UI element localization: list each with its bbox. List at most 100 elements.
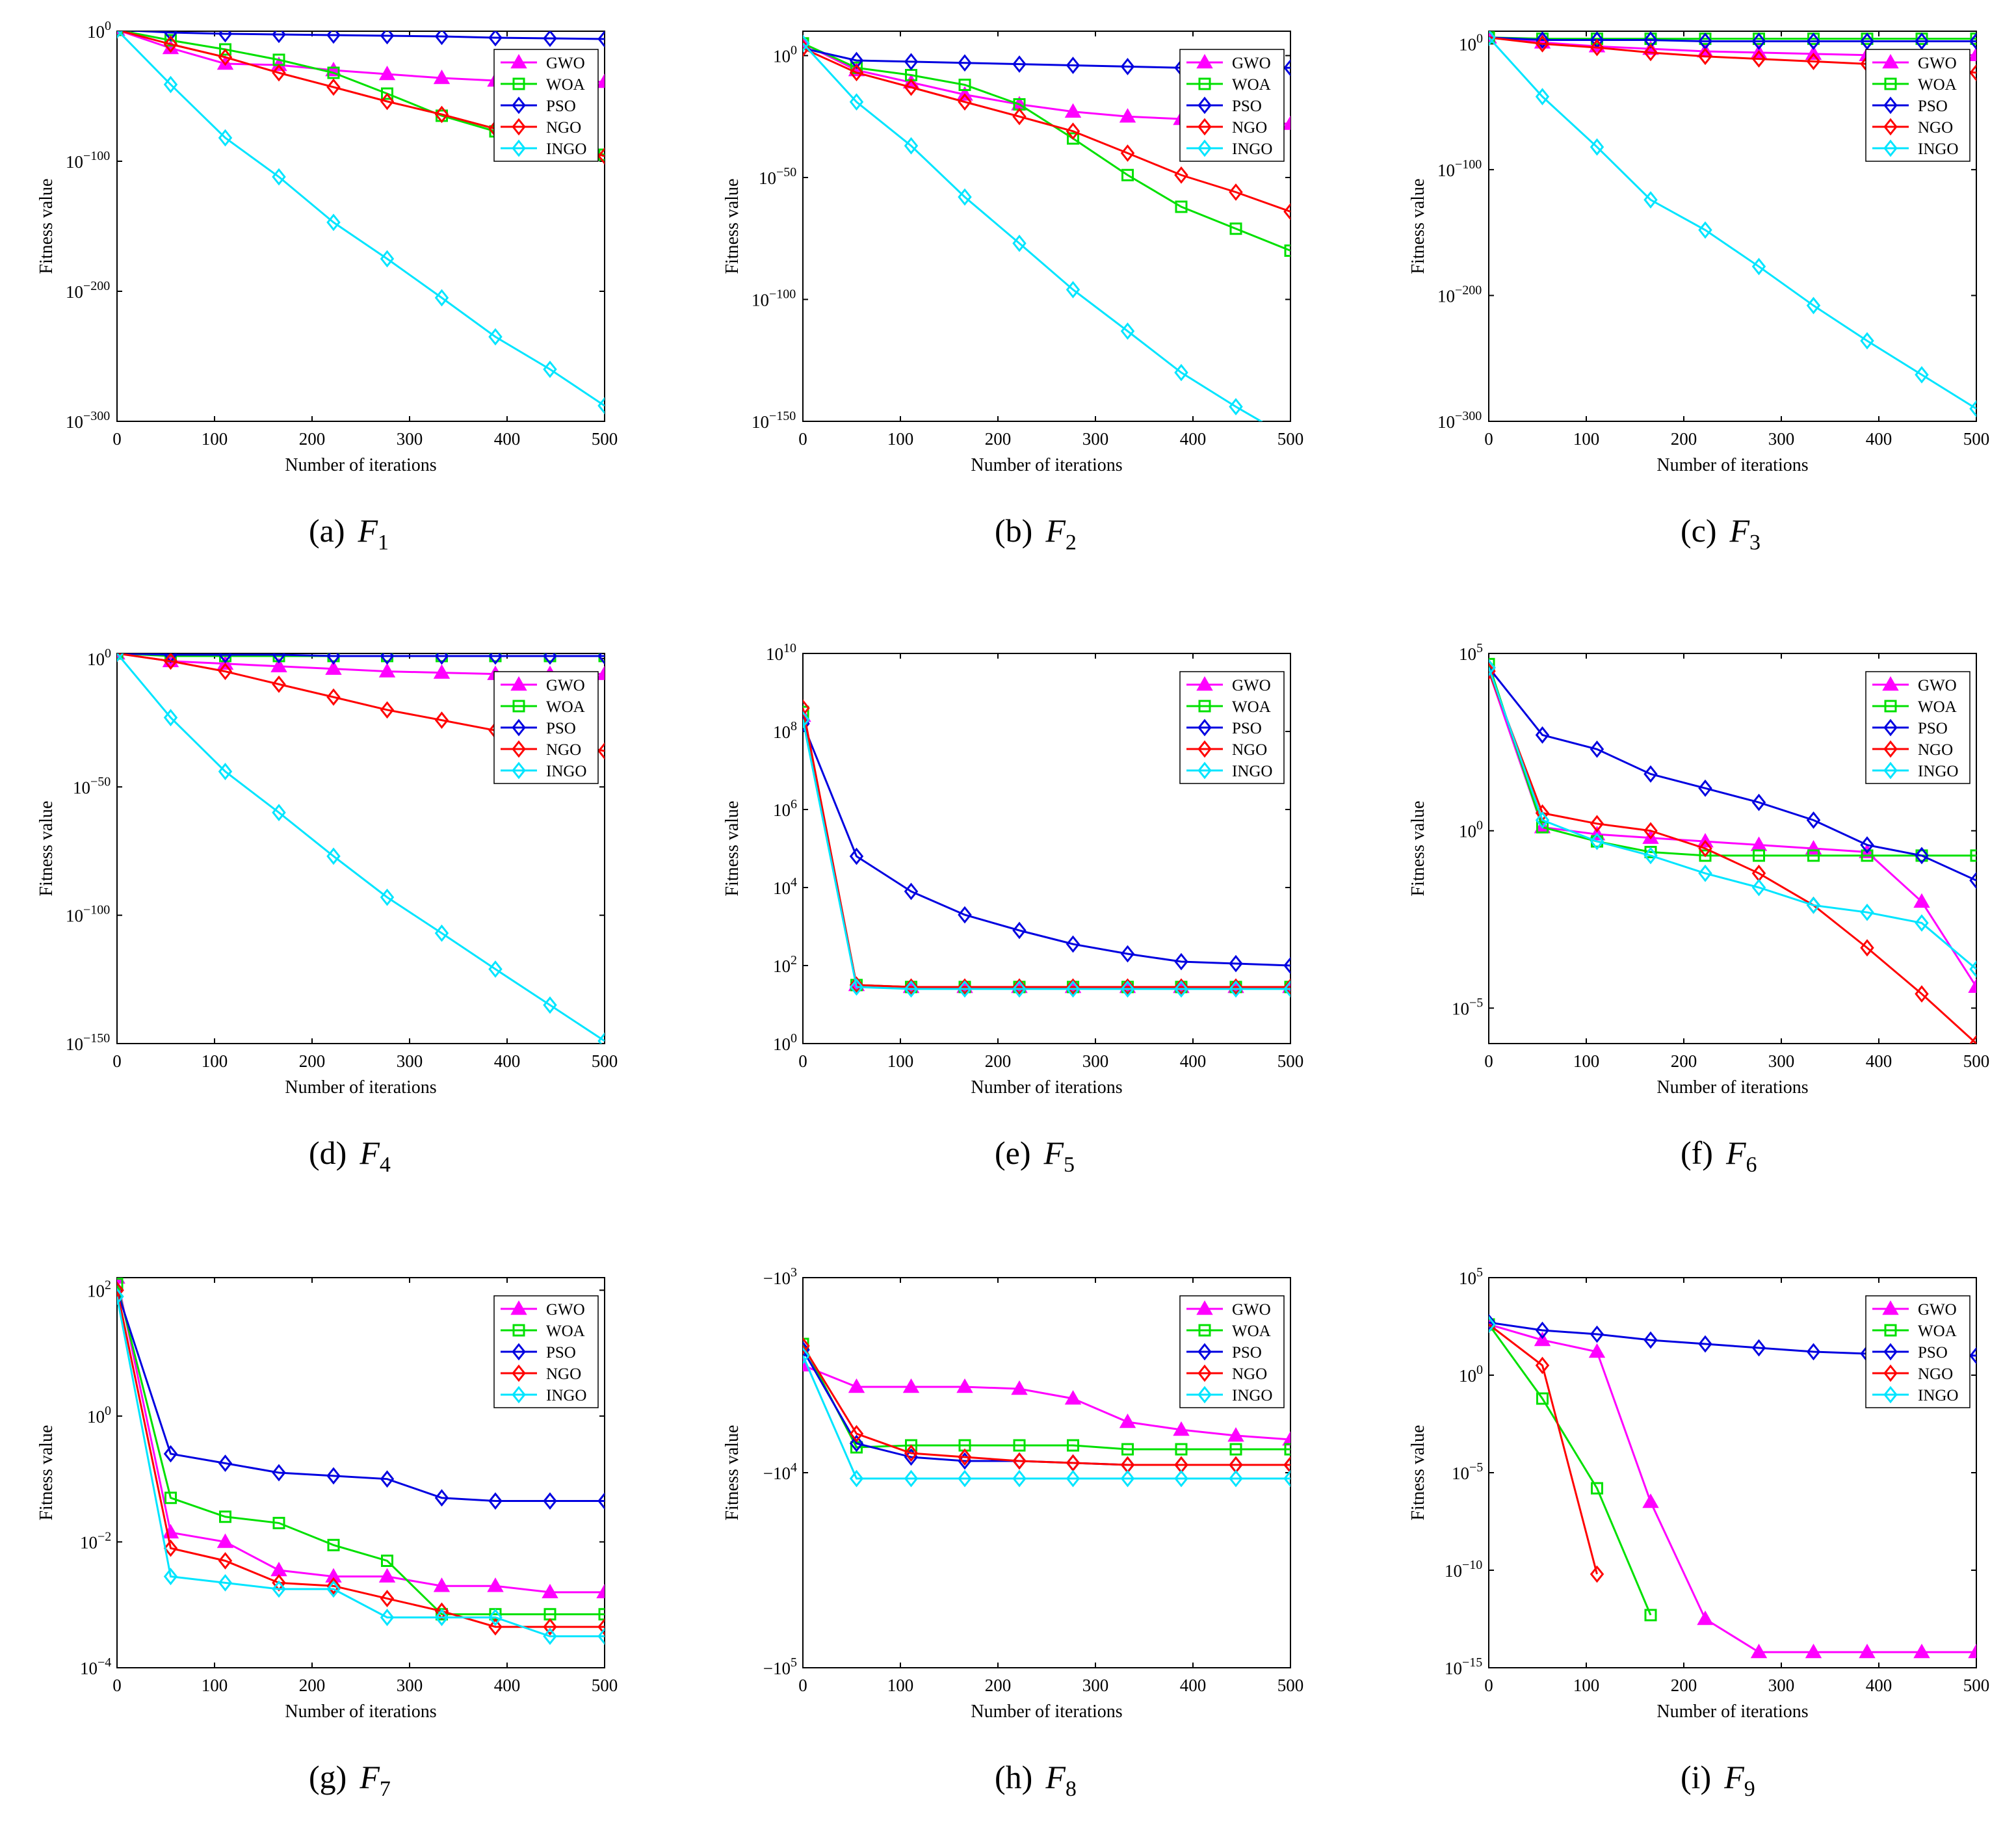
y-tick-exponent: 0 <box>1476 1363 1483 1377</box>
series-line-ngo <box>803 1345 1290 1466</box>
legend: GWO WOA PSO NGO INGO <box>493 671 599 784</box>
x-tick-label: 400 <box>1180 429 1207 449</box>
x-axis-label: Number of iterations <box>1656 1702 1808 1722</box>
marker-gwo <box>1011 1380 1028 1395</box>
series-line-ngo <box>1489 1323 1598 1575</box>
y-tick-exponent: −50 <box>90 774 111 789</box>
legend-marker-ingo <box>1883 139 1898 157</box>
marker-woa <box>1807 849 1820 862</box>
y-tick-exponent: −150 <box>769 409 796 423</box>
series-line-ingo <box>117 31 605 407</box>
marker-pso <box>1012 55 1027 73</box>
x-tick-label: 0 <box>1484 429 1493 449</box>
y-tick-exponent: −100 <box>1455 157 1482 172</box>
y-tick-exponent: −10 <box>1462 1558 1482 1572</box>
legend-marker-gwo <box>1196 676 1213 691</box>
marker-ingo <box>488 960 503 978</box>
marker-woa <box>1229 1443 1242 1456</box>
marker-ngo <box>272 675 286 693</box>
x-tick-label: 200 <box>1671 429 1697 449</box>
y-tick-label: 10 <box>1437 286 1455 306</box>
y-axis-label: Fitness value <box>722 801 742 897</box>
marker-ngo <box>1643 822 1658 840</box>
x-tick-label: 200 <box>985 429 1012 449</box>
marker-pso <box>218 653 233 664</box>
y-tick-label: 10 <box>1459 34 1476 54</box>
marker-gwo <box>956 1378 973 1393</box>
marker-gwo <box>433 1577 451 1592</box>
marker-pso <box>1806 33 1821 50</box>
marker-pso <box>1860 836 1874 854</box>
legend-label-gwo: GWO <box>546 55 585 72</box>
marker-gwo <box>487 1577 504 1592</box>
marker-ngo <box>1012 1452 1027 1470</box>
series-line-ingo <box>1489 667 1976 970</box>
x-tick-label: 0 <box>1484 1051 1493 1071</box>
y-tick-exponent: −15 <box>1462 1655 1482 1670</box>
series-line-woa <box>1489 663 1976 857</box>
y-tick-exponent: 0 <box>791 44 797 58</box>
series-area <box>803 699 1290 998</box>
marker-ngo <box>1012 978 1027 996</box>
y-tick-label: −10 <box>763 1464 791 1483</box>
x-tick-label: 400 <box>1866 429 1892 449</box>
marker-ingo <box>380 250 395 268</box>
legend-marker-gwo <box>1196 1300 1213 1315</box>
marker-pso <box>1174 953 1188 971</box>
marker-ingo <box>272 168 286 186</box>
marker-ingo <box>958 188 972 206</box>
legend: GWO WOA PSO NGO INGO <box>1179 49 1285 162</box>
y-axis-label: Fitness value <box>1408 1425 1428 1521</box>
marker-gwo <box>1642 1493 1659 1508</box>
marker-woa <box>272 1516 285 1529</box>
marker-woa <box>1284 1443 1290 1456</box>
marker-ngo <box>803 1337 810 1355</box>
marker-woa <box>1699 849 1712 862</box>
x-axis-label: Number of iterations <box>971 1077 1122 1098</box>
y-tick-label: 10 <box>80 1659 98 1678</box>
y-tick-exponent: 0 <box>1476 31 1483 46</box>
marker-pso <box>1120 945 1135 963</box>
x-tick-label: 0 <box>798 1676 807 1695</box>
y-tick-label: 10 <box>66 906 83 926</box>
legend-marker-woa <box>1884 700 1897 713</box>
marker-pso <box>326 1467 341 1485</box>
subfigure-caption: (a) F1 <box>309 512 389 555</box>
y-tick-label: 10 <box>759 168 776 188</box>
marker-ngo <box>380 92 395 111</box>
x-tick-label: 400 <box>1866 1051 1892 1071</box>
marker-ngo <box>163 1539 178 1557</box>
marker-ingo <box>1643 191 1658 209</box>
legend-marker-ngo <box>1883 1364 1898 1382</box>
subfigure-caption: (d) F4 <box>309 1135 391 1177</box>
legend-label-pso: PSO <box>1232 98 1262 115</box>
marker-pso <box>163 31 178 42</box>
marker-ingo <box>1969 960 1976 978</box>
marker-ngo <box>1120 978 1135 996</box>
y-tick-label: 10 <box>773 800 791 820</box>
x-tick-label: 100 <box>202 1676 228 1695</box>
legend-marker-gwo <box>1196 53 1213 69</box>
marker-gwo <box>542 1583 558 1599</box>
marker-ngo <box>849 64 864 82</box>
x-tick-label: 500 <box>1277 1051 1304 1071</box>
x-tick-label: 0 <box>112 1676 122 1695</box>
marker-ingo <box>1283 980 1290 998</box>
marker-ingo <box>1590 138 1604 156</box>
marker-ngo <box>218 1552 233 1570</box>
marker-gwo <box>1968 46 1976 62</box>
marker-ingo <box>1489 1315 1496 1334</box>
legend-marker-pso <box>1883 96 1898 114</box>
marker-ngo <box>1969 1034 1976 1044</box>
y-tick-exponent: 5 <box>1476 1265 1483 1280</box>
y-tick-label: 10 <box>80 1533 98 1552</box>
marker-ngo <box>272 64 286 82</box>
marker-ingo <box>1174 1469 1188 1488</box>
marker-ingo <box>488 328 503 346</box>
legend-label-gwo: GWO <box>1918 1301 1957 1319</box>
legend-label-woa: WOA <box>1232 698 1271 716</box>
marker-pso <box>849 1434 864 1453</box>
x-tick-label: 400 <box>1866 1676 1892 1695</box>
marker-woa <box>1536 821 1549 834</box>
